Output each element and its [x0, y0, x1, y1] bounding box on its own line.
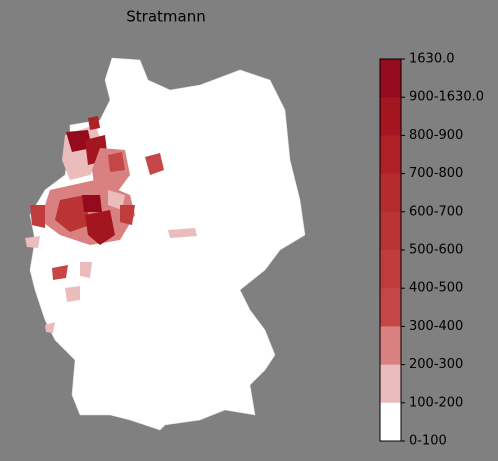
colorbar-label: 100-200 — [409, 395, 463, 410]
colorbar-label: 200-300 — [409, 357, 463, 372]
map-title: Stratmann — [126, 8, 205, 26]
colorbar-segment — [380, 326, 401, 365]
region — [80, 262, 92, 278]
region — [25, 236, 40, 248]
region — [85, 210, 115, 245]
colorbar-segment — [380, 211, 401, 251]
colorbar-label: 600-700 — [409, 204, 463, 219]
colorbar-segment — [380, 250, 401, 289]
colorbar-label: 800-900 — [409, 128, 463, 143]
region — [108, 152, 125, 172]
region — [168, 228, 197, 238]
region — [45, 322, 55, 333]
colorbar-segment — [380, 135, 401, 174]
colorbar-label: 300-400 — [409, 319, 463, 334]
region — [82, 195, 102, 212]
colorbar-segment — [380, 97, 401, 136]
colorbar-segment — [380, 364, 401, 404]
colorbar-label: 700-800 — [409, 166, 463, 181]
region — [65, 286, 80, 302]
region — [55, 195, 90, 232]
region — [30, 205, 45, 228]
colorbar: 1630.0 900-1630.0 800-900 700-800 600-700 500… — [379, 52, 484, 449]
colorbar-segment — [380, 173, 401, 213]
colorbar-label: 0-100 — [409, 434, 447, 449]
region — [52, 265, 68, 280]
germany-map — [25, 57, 306, 431]
region — [145, 153, 164, 175]
region — [120, 205, 135, 225]
colorbar-label: 400-500 — [409, 281, 463, 296]
region — [88, 116, 100, 130]
colorbar-label: 500-600 — [409, 243, 463, 258]
colorbar-segment — [380, 59, 401, 98]
colorbar-segment — [380, 402, 401, 442]
colorbar-label: 900-1630.0 — [409, 90, 484, 105]
colorbar-label: 1630.0 — [409, 52, 455, 67]
colorbar-segment — [380, 288, 401, 327]
region — [66, 130, 92, 152]
